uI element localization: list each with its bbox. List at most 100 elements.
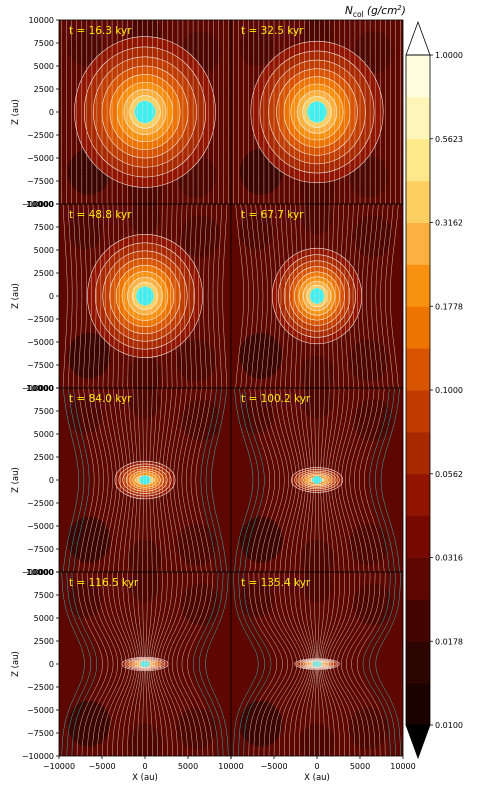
field-line <box>142 388 144 572</box>
field-line <box>127 204 130 388</box>
background-patch <box>176 523 217 566</box>
field-line <box>289 388 304 572</box>
field-line <box>329 572 356 756</box>
field-line <box>66 572 92 756</box>
field-line <box>152 572 168 756</box>
field-line <box>309 204 312 388</box>
field-line <box>299 388 309 572</box>
field-line <box>156 204 158 388</box>
background-patch <box>353 215 393 258</box>
colorbar-segment <box>406 683 430 726</box>
field-line <box>238 572 265 756</box>
y-tick-label: 2500 <box>34 269 54 278</box>
y-tick-label: −5000 <box>27 706 54 715</box>
core-center <box>134 100 156 124</box>
y-tick-label: −10000 <box>22 568 54 577</box>
field-line <box>162 388 172 572</box>
colorbar-segment <box>406 641 430 684</box>
y-tick-label: −5000 <box>27 338 54 347</box>
field-line <box>122 388 132 572</box>
field-line <box>390 204 399 388</box>
field-line <box>167 572 194 756</box>
field-line <box>345 388 365 572</box>
core-center <box>311 476 323 484</box>
core-center <box>312 661 322 667</box>
field-line <box>151 204 153 388</box>
y-axis-label: Z (au) <box>11 651 21 677</box>
field-line <box>335 204 340 388</box>
colorbar-label: Ncol (g/cm2) <box>345 4 406 19</box>
y-tick-label: −2500 <box>27 683 54 692</box>
field-line <box>193 204 198 388</box>
field-line <box>380 204 389 388</box>
field-line <box>127 572 140 756</box>
colorbar-segment <box>406 473 430 517</box>
x-tick-label: 10000 <box>218 762 243 771</box>
time-label: t = 67.7 kyr <box>241 209 304 221</box>
field-line <box>222 204 228 388</box>
y-tick-label: 0 <box>49 660 54 669</box>
colorbar-segment <box>406 264 430 307</box>
field-line <box>118 388 128 572</box>
field-line <box>98 388 113 572</box>
field-line <box>160 572 183 756</box>
y-tick-label: 2500 <box>34 85 54 94</box>
y-tick-label: −2500 <box>27 131 54 140</box>
core-center <box>309 288 325 304</box>
field-line <box>137 572 144 756</box>
field-line <box>294 572 312 756</box>
field-line <box>150 572 163 756</box>
background-patch <box>127 723 163 756</box>
field-line <box>170 204 173 388</box>
y-tick-label: 2500 <box>34 637 54 646</box>
field-line <box>334 388 350 572</box>
y-axis-label: Z (au) <box>11 99 21 125</box>
y-tick-label: −5000 <box>27 522 54 531</box>
field-line <box>299 204 303 388</box>
colorbar-segment <box>406 599 430 642</box>
x-tick-label: 0 <box>314 762 319 771</box>
y-tick-label: 10000 <box>29 16 54 25</box>
colorbar-segment <box>406 390 430 433</box>
field-line <box>77 204 83 388</box>
y-tick-label: 2500 <box>34 453 54 462</box>
field-line <box>344 204 349 388</box>
field-line <box>198 572 224 756</box>
background-patch <box>239 29 274 67</box>
field-line <box>264 388 285 572</box>
x-tick-label: 10000 <box>390 762 415 771</box>
y-axis-label: Z (au) <box>11 467 21 493</box>
axes: −10000 −7500 −5000 −2500 0 2500 5000 7500 10000 Z… <box>11 16 416 783</box>
field-line <box>122 572 138 756</box>
field-line <box>76 572 103 756</box>
field-line <box>132 388 138 572</box>
field-line <box>113 388 125 572</box>
field-line <box>325 388 335 572</box>
colorbar-extend-top <box>405 20 431 56</box>
field-line <box>274 388 293 572</box>
background-patch <box>129 388 161 419</box>
field-line <box>207 204 213 388</box>
field-line <box>102 204 106 388</box>
y-tick-label: −7500 <box>27 177 54 186</box>
field-line <box>318 572 325 756</box>
field-line <box>92 204 97 388</box>
field-line <box>239 388 259 572</box>
field-line <box>165 204 168 388</box>
field-line <box>195 388 212 572</box>
colorbar-segment <box>406 55 430 98</box>
field-line <box>73 388 90 572</box>
colorbar-tick-label: 0.0100 <box>435 721 463 730</box>
y-axis-label: Z (au) <box>11 283 21 309</box>
field-line <box>205 388 222 572</box>
field-line <box>364 388 385 572</box>
field-line <box>278 572 305 756</box>
panel: t = 84.0 kyr <box>58 387 232 573</box>
field-line <box>259 388 280 572</box>
field-line <box>255 204 264 388</box>
field-line <box>67 204 73 388</box>
field-line <box>62 204 68 388</box>
field-line <box>179 204 183 388</box>
field-line <box>165 388 177 572</box>
panel: t = 67.7 kyr <box>230 203 404 389</box>
